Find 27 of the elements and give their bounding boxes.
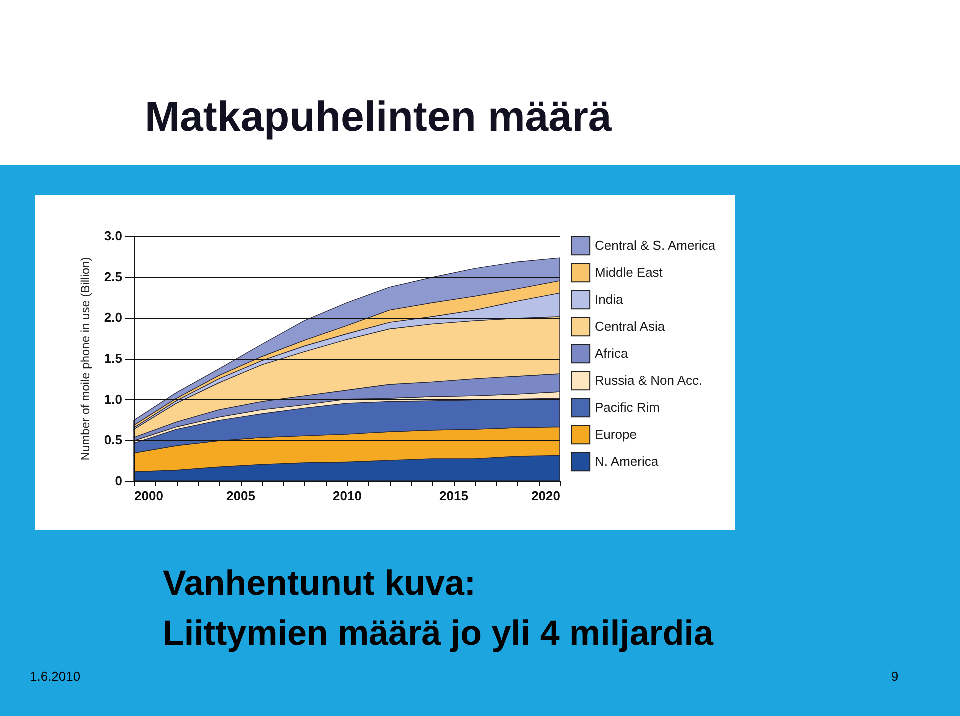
legend-label: Africa: [595, 346, 629, 361]
y-tick-label: 0.5: [104, 432, 122, 448]
text: 1.6.2010: [30, 669, 81, 684]
legend-label: Central Asia: [595, 319, 666, 334]
text: Vanhentunut kuva:: [163, 564, 476, 603]
y-tick-label: 2.0: [104, 310, 122, 326]
y-axis-title: Number of moile phone in use (Billion): [78, 257, 92, 461]
y-tick-label: 1.5: [104, 351, 122, 366]
x-tick-label: 2015: [440, 488, 468, 504]
chart-title: Matkapuhelinten määrä: [145, 93, 612, 140]
legend-label: Pacific Rim: [595, 400, 660, 415]
text: 9: [891, 669, 899, 684]
legend-label: India: [595, 292, 624, 307]
legend-label: Middle East: [595, 265, 664, 280]
legend-label: Central & S. America: [595, 238, 716, 253]
x-tick-label: 2010: [333, 488, 362, 504]
text: Liittymien määrä jo yli 4 miljardia: [163, 614, 714, 653]
x-tick-label: 2020: [532, 488, 560, 504]
x-tick-label: 2005: [226, 488, 256, 504]
y-tick-label: 0: [115, 474, 122, 488]
y-tick-label: 2.5: [104, 269, 122, 284]
legend-label: Europe: [595, 427, 637, 442]
y-tick-label: 1.0: [104, 392, 122, 407]
legend-label: N. America: [595, 454, 660, 469]
y-tick-label: 3.0: [104, 228, 122, 244]
x-tick-label: 2000: [134, 488, 164, 504]
legend-label: Russia & Non Acc.: [595, 373, 703, 388]
